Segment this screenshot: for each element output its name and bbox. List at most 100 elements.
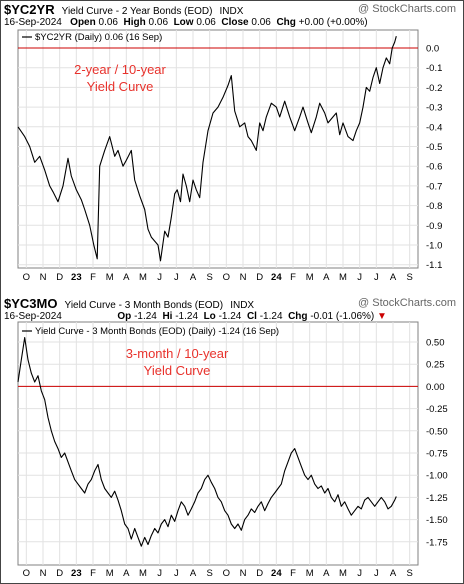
stat-value: 0.06	[196, 17, 216, 28]
stat-label: Low	[173, 17, 194, 28]
stat-value: -1.24	[134, 311, 157, 322]
chart-annotation: Yield Curve	[144, 363, 211, 378]
y-tick-label: -1.0	[426, 241, 442, 252]
stat-value: -0.01 (-1.06%)	[310, 311, 375, 322]
stat-value: 0.06	[251, 17, 271, 28]
x-tick-label: S	[206, 272, 212, 283]
stat-label: Close	[221, 17, 249, 28]
x-tick-label: A	[123, 272, 130, 283]
chart-annotation: 2-year / 10-year	[74, 62, 166, 77]
x-tick-label: O	[223, 568, 230, 579]
x-tick-label: S	[206, 568, 212, 579]
stat-label: High	[123, 17, 146, 28]
down-arrow-icon: ▼	[377, 311, 387, 322]
plot-area	[17, 321, 419, 566]
stat-label: Chg	[288, 311, 308, 322]
stat-value: 0.06	[98, 17, 118, 28]
x-tick-label: A	[390, 272, 397, 283]
exchange-label: INDX	[219, 6, 244, 17]
x-tick-label: M	[139, 568, 147, 579]
y-tick-label: -1.75	[426, 537, 448, 548]
date-label: 16-Sep-2024	[4, 311, 62, 322]
panel-3mo-stats: 16-Sep-2024 Op -1.24 Hi -1.24 Lo -1.24 C…	[4, 311, 387, 322]
stat-value: -1.24	[218, 311, 242, 322]
legend: $YC2YR (Daily) 0.06 (16 Sep)	[22, 32, 162, 43]
panel-3mo: $YC3MO Yield Curve - 3 Month Bonds (EOD)…	[2, 294, 460, 582]
y-tick-label: -1.25	[426, 493, 448, 504]
x-tick-label: N	[240, 568, 247, 579]
x-tick-label: J	[374, 272, 379, 283]
x-tick-label: 23	[71, 272, 82, 283]
stat-value: -1.24	[175, 311, 199, 322]
legend-label: $YC2YR (Daily) 0.06 (16 Sep)	[35, 32, 162, 43]
y-tick-label: -0.2	[426, 83, 442, 94]
x-tick-label: N	[40, 272, 47, 283]
x-tick-label: A	[190, 568, 197, 579]
x-tick-label: M	[306, 272, 314, 283]
x-tick-label: F	[290, 568, 296, 579]
x-tick-label: M	[139, 272, 147, 283]
y-tick-label: 0.00	[426, 382, 445, 393]
stat-label: Open	[70, 17, 96, 28]
x-tick-label: J	[357, 568, 362, 579]
date-label: 16-Sep-2024	[4, 17, 62, 28]
x-tick-label: S	[406, 272, 412, 283]
stockcharts-watermark: @ StockCharts.com	[358, 297, 456, 309]
legend: Yield Curve - 3 Month Bonds (EOD) (Daily…	[22, 326, 279, 337]
x-tick-label: 24	[271, 568, 282, 579]
x-tick-label: D	[56, 568, 63, 579]
x-tick-label: D	[56, 272, 63, 283]
chart-panel-2: O N D 23 F M A M J J A S O N D 24 F M A M J J A S0.500.250.00-0…	[17, 321, 448, 579]
panel-2yr: $YC2YR Yield Curve - 2 Year Bonds (EOD) …	[2, 0, 460, 290]
y-tick-label: 0.0	[426, 44, 439, 55]
stat-label: Cl	[246, 311, 257, 322]
chart-annotation: 3-month / 10-year	[126, 346, 229, 361]
x-tick-label: A	[123, 568, 130, 579]
stat-label: Lo	[203, 311, 216, 322]
y-tick-label: -0.3	[426, 103, 442, 114]
y-tick-label: -0.6	[426, 162, 442, 173]
stockcharts-watermark: @ StockCharts.com	[358, 3, 456, 15]
x-tick-label: 24	[271, 272, 282, 283]
y-tick-label: 0.25	[426, 360, 445, 371]
y-tick-label: 0.50	[426, 338, 445, 349]
x-tick-label: J	[157, 568, 162, 579]
x-tick-label: J	[374, 568, 379, 579]
x-tick-label: O	[223, 272, 230, 283]
stat-value: 0.06	[148, 17, 169, 28]
x-tick-label: M	[339, 568, 347, 579]
series-line	[17, 337, 397, 547]
x-tick-label: M	[106, 272, 114, 283]
x-tick-label: F	[90, 272, 96, 283]
x-tick-label: J	[157, 272, 162, 283]
symbol-description: Yield Curve - 3 Month Bonds (EOD)	[64, 300, 224, 311]
y-tick-label: -1.50	[426, 515, 448, 526]
x-tick-label: A	[323, 272, 330, 283]
panel-2yr-stats: 16-Sep-2024 Open 0.06 High 0.06 Low 0.06…	[4, 17, 368, 28]
y-tick-label: -1.00	[426, 471, 448, 482]
symbol-description: Yield Curve - 2 Year Bonds (EOD)	[61, 6, 213, 17]
stat-label: Hi	[162, 311, 173, 322]
x-tick-label: 23	[71, 568, 82, 579]
x-tick-label: J	[174, 272, 179, 283]
x-tick-label: A	[323, 568, 330, 579]
x-tick-label: S	[406, 568, 412, 579]
stat-label: Chg	[276, 17, 296, 28]
chart-panel-1: O N D 23 F M A M J J A S O N D 24 F M A M J J A S0.0-0.1-0.2-0.…	[17, 29, 442, 283]
legend-label: Yield Curve - 3 Month Bonds (EOD) (Daily…	[35, 326, 279, 337]
chart-annotation: Yield Curve	[87, 79, 154, 94]
x-tick-label: F	[290, 272, 296, 283]
plot-area	[17, 29, 419, 269]
panel-2yr-header: $YC2YR Yield Curve - 2 Year Bonds (EOD) …	[4, 2, 243, 17]
x-tick-label: O	[23, 272, 30, 283]
exchange-label: INDX	[230, 300, 255, 311]
y-tick-label: -0.9	[426, 221, 442, 232]
x-tick-label: M	[106, 568, 114, 579]
panel-3mo-header: $YC3MO Yield Curve - 3 Month Bonds (EOD)…	[4, 296, 254, 311]
series-line	[17, 36, 397, 262]
x-tick-label: N	[40, 568, 47, 579]
y-tick-label: -0.75	[426, 449, 448, 460]
x-tick-label: M	[339, 272, 347, 283]
y-tick-label: -0.8	[426, 201, 442, 212]
